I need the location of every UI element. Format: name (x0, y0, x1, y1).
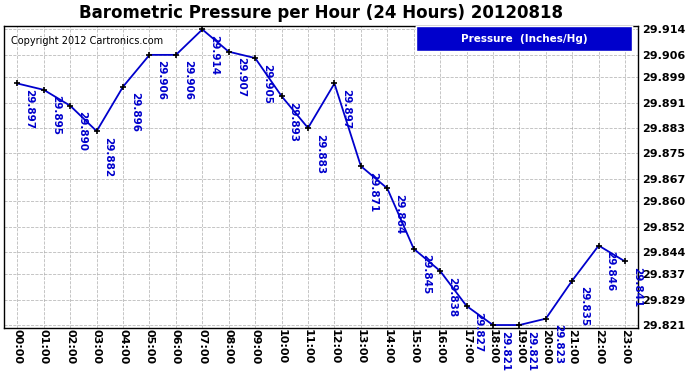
Text: 29.846: 29.846 (606, 251, 615, 291)
Text: 29.823: 29.823 (553, 324, 563, 364)
Text: 29.906: 29.906 (183, 60, 193, 100)
Text: 29.906: 29.906 (157, 60, 166, 100)
Text: 29.838: 29.838 (447, 276, 457, 316)
Text: Copyright 2012 Cartronics.com: Copyright 2012 Cartronics.com (10, 36, 163, 45)
Text: 29.897: 29.897 (24, 89, 34, 129)
Text: 29.905: 29.905 (262, 64, 272, 104)
Text: 29.821: 29.821 (526, 331, 536, 371)
Text: 29.882: 29.882 (104, 137, 114, 177)
Text: 29.841: 29.841 (632, 267, 642, 307)
Text: 29.893: 29.893 (288, 102, 299, 142)
Text: 29.895: 29.895 (51, 95, 61, 135)
Text: 29.864: 29.864 (394, 194, 404, 234)
Text: 29.914: 29.914 (209, 35, 219, 75)
Text: 29.890: 29.890 (77, 111, 87, 151)
Text: 29.835: 29.835 (579, 286, 589, 326)
Text: 29.821: 29.821 (500, 331, 510, 371)
Text: 29.883: 29.883 (315, 134, 325, 174)
Text: 29.827: 29.827 (473, 312, 484, 352)
Text: 29.896: 29.896 (130, 92, 140, 132)
Text: 29.845: 29.845 (421, 254, 431, 294)
Text: 29.871: 29.871 (368, 172, 378, 212)
Text: 29.897: 29.897 (342, 89, 351, 129)
Title: Barometric Pressure per Hour (24 Hours) 20120818: Barometric Pressure per Hour (24 Hours) … (79, 4, 563, 22)
Text: 29.907: 29.907 (236, 57, 246, 98)
